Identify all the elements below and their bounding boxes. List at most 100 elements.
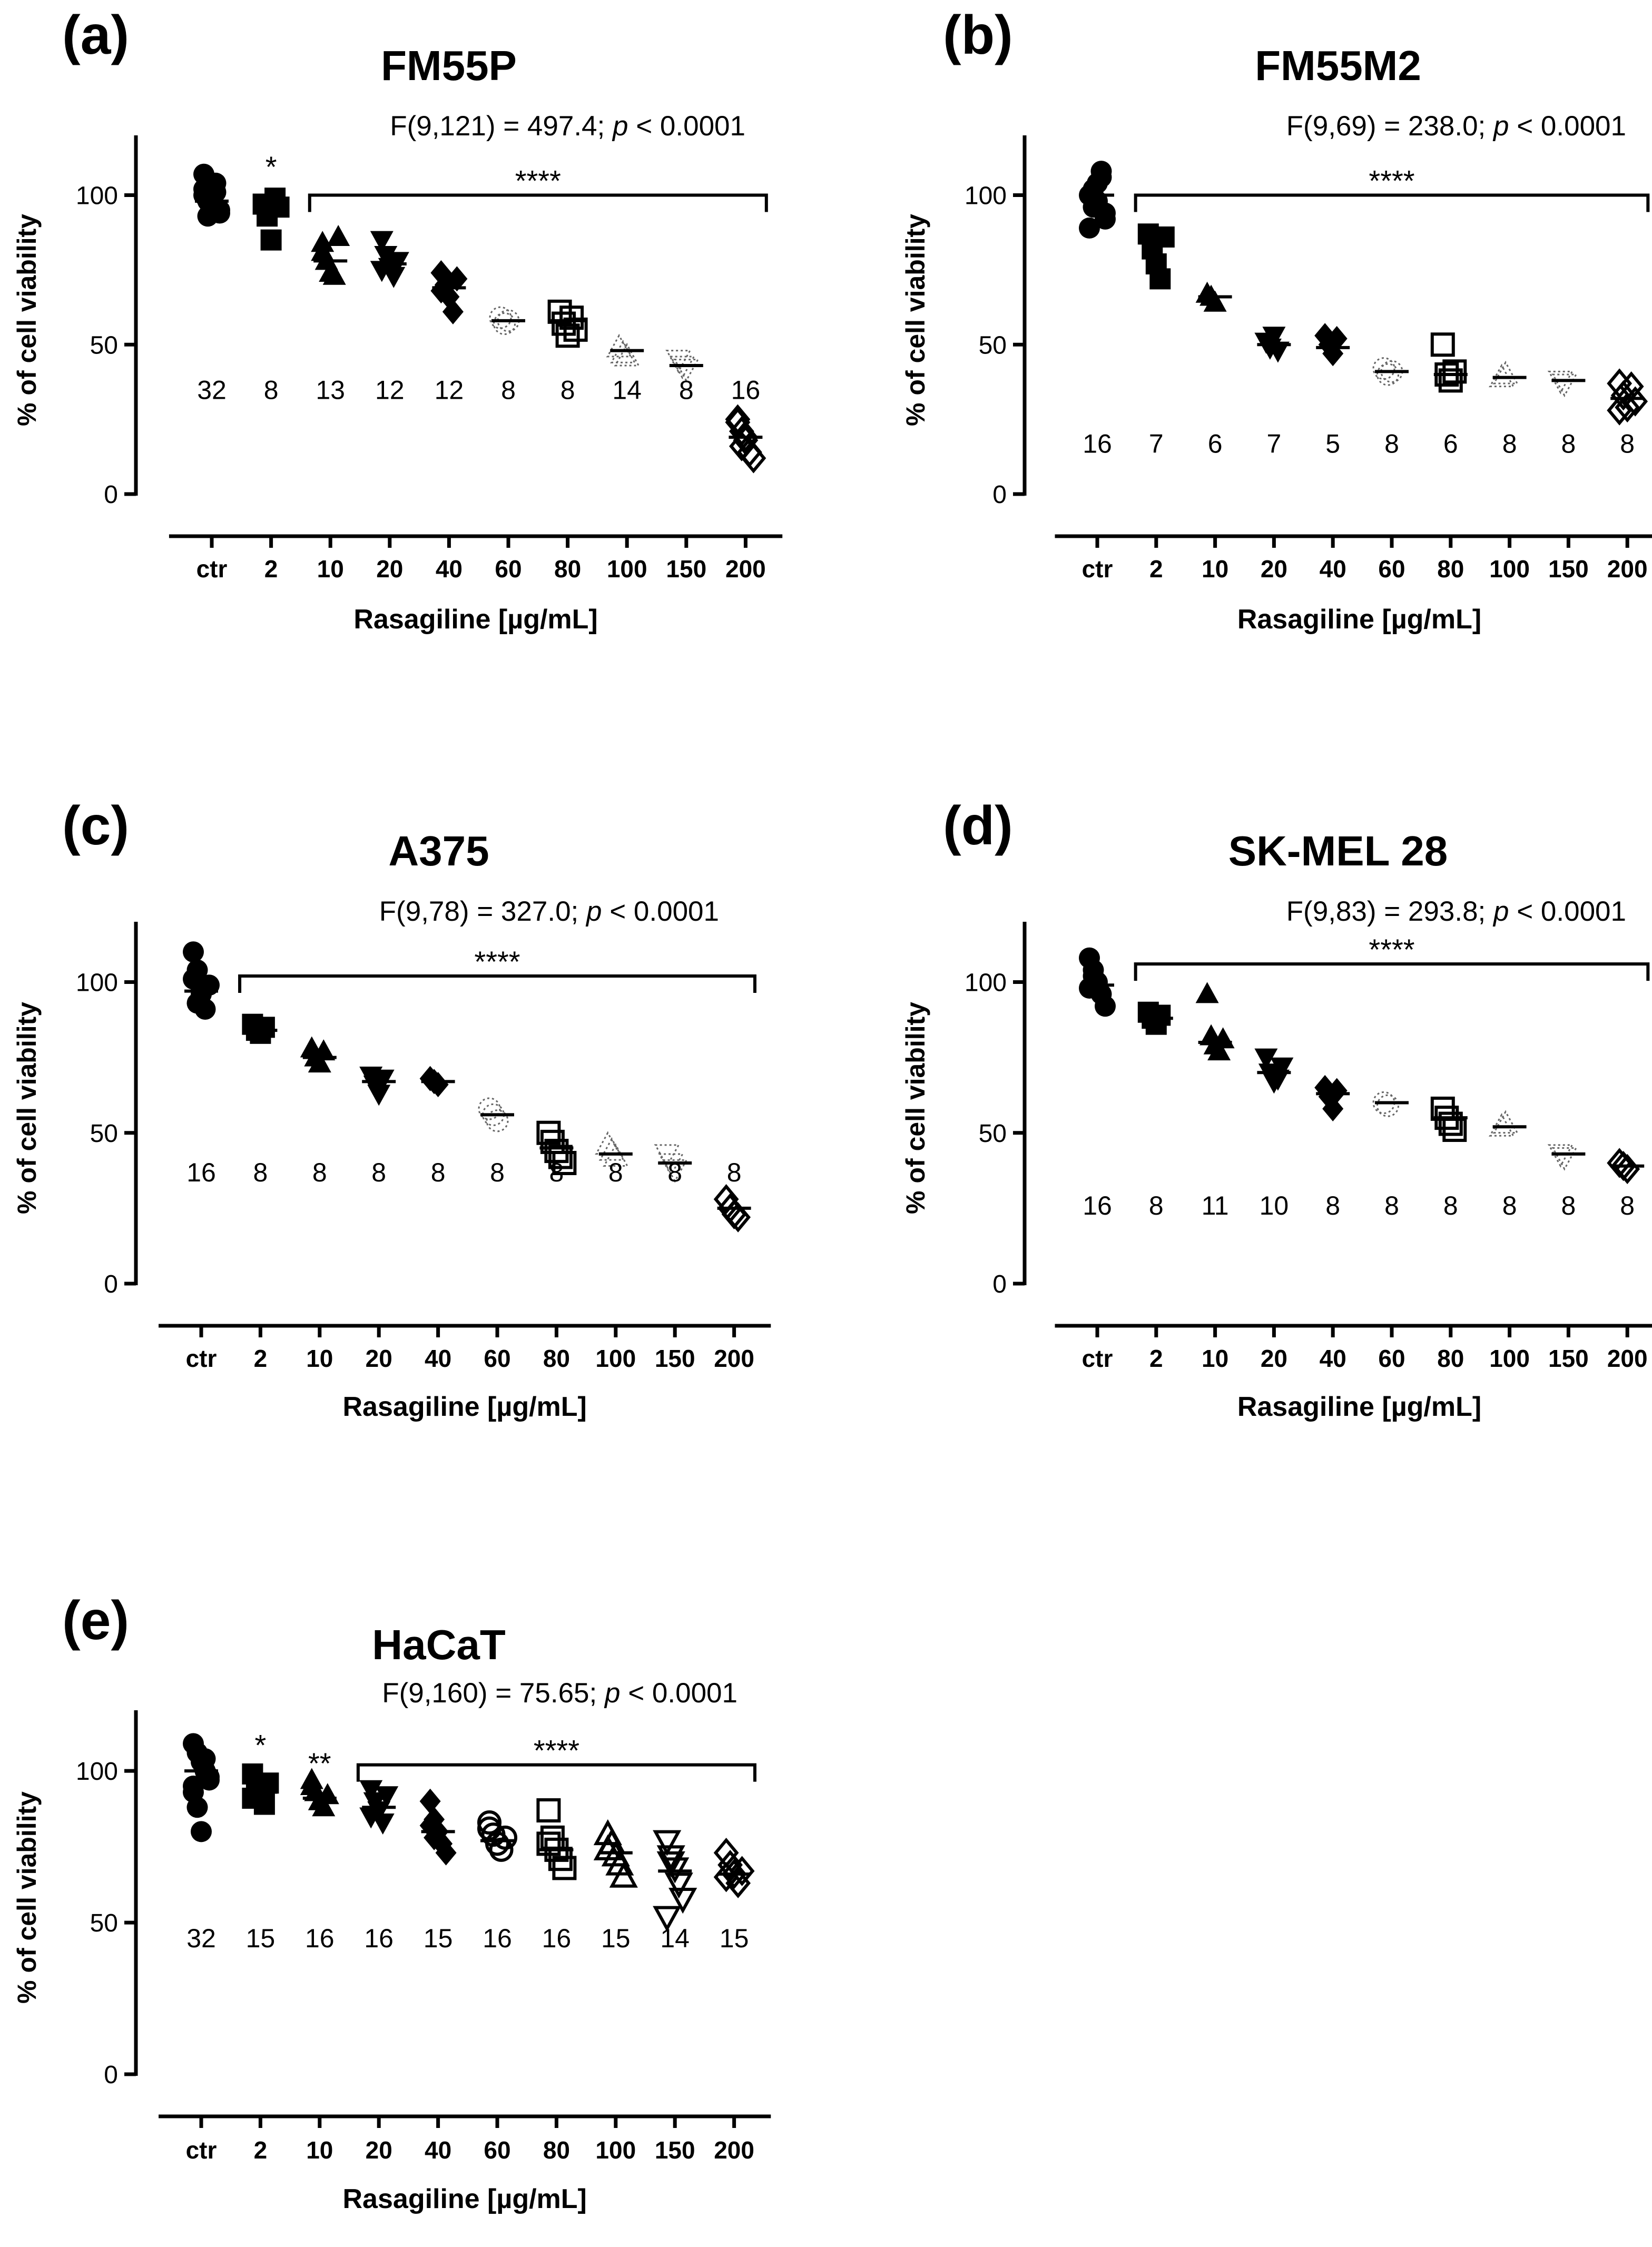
y-axis-label: % of cell viability (12, 1002, 42, 1214)
y-tick-label: 50 (979, 1120, 1007, 1148)
x-tick-label: 60 (495, 555, 522, 583)
y-tick-label: 0 (992, 1270, 1007, 1298)
series-40 (419, 1788, 457, 1866)
x-tick-label: 20 (366, 2136, 392, 2164)
data-point (430, 278, 452, 304)
n-label: 16 (731, 375, 761, 405)
n-label: 8 (501, 375, 516, 405)
n-label: 16 (305, 1924, 335, 1953)
data-point (446, 266, 468, 292)
panel-a: (a) FM55P F(9,121) = 497.4; p < 0.0001 0 50 1… (12, 5, 783, 635)
anova-statistic: F(9,69) = 238.0; p < 0.0001 (1286, 111, 1626, 142)
data-point (359, 1807, 383, 1829)
data-point (1376, 1094, 1399, 1117)
x-tick-label: 40 (425, 1345, 451, 1372)
panel-title: SK-MEL 28 (1228, 827, 1448, 874)
series-40 (430, 260, 468, 324)
panel-title: HaCaT (372, 1621, 506, 1668)
n-label: 5 (1325, 429, 1340, 459)
n-label: 8 (1561, 1191, 1576, 1220)
n-label: 13 (316, 375, 345, 405)
n-label: 8 (679, 375, 694, 405)
data-point (653, 1830, 682, 1856)
n-label: 16 (542, 1924, 572, 1953)
n-label: 8 (1384, 429, 1399, 459)
data-point (359, 1780, 383, 1801)
significance-mark: * (255, 1728, 267, 1761)
series-80 (1430, 332, 1468, 393)
n-label: 15 (424, 1924, 453, 1953)
significance-bracket (1134, 962, 1650, 981)
n-label: 14 (612, 375, 642, 405)
data-point (375, 1786, 399, 1808)
data-point (374, 246, 398, 267)
data-point (183, 941, 204, 963)
y-tick-label: 100 (965, 969, 1007, 997)
n-label: 16 (364, 1924, 394, 1953)
data-point (1610, 380, 1636, 411)
x-tick-label: 20 (1261, 1345, 1287, 1372)
series-150 (653, 1830, 697, 1932)
data-point (555, 323, 580, 348)
x-tick-label: 80 (1437, 555, 1464, 583)
x-tick-label: 200 (725, 555, 766, 583)
data-point (536, 1798, 561, 1823)
data-point (253, 1017, 275, 1038)
x-tick-label: 150 (655, 2136, 695, 2164)
series-2 (252, 188, 290, 251)
x-tick-label: 200 (714, 1345, 754, 1372)
stat-suffix: < 0.0001 (628, 111, 745, 142)
data-point (721, 1859, 747, 1889)
y-tick-label: 100 (76, 969, 118, 997)
bracket-label: **** (1369, 933, 1414, 966)
y-tick-label: 100 (965, 182, 1007, 210)
series-10 (300, 1036, 337, 1073)
x-axis-label: Rasagiline [µg/mL] (353, 604, 597, 635)
series-150 (1547, 1144, 1586, 1171)
data-point (1326, 326, 1348, 351)
series-150 (654, 1144, 692, 1183)
data-point (194, 1748, 216, 1770)
data-point (312, 1039, 336, 1061)
data-point (312, 1795, 336, 1817)
series-60 (489, 306, 525, 336)
series-80 (1430, 1096, 1468, 1142)
y-tick-label: 0 (104, 481, 118, 509)
stat-p: p (612, 111, 628, 142)
y-tick-label: 50 (90, 1909, 118, 1937)
significance-bracket (1134, 193, 1650, 212)
bracket-label: **** (1369, 164, 1414, 198)
anova-statistic: F(9,121) = 497.4; p < 0.0001 (390, 111, 745, 142)
series-ctr (1079, 947, 1116, 1017)
data-point (729, 431, 754, 461)
data-point (327, 224, 350, 246)
x-tick-label: 60 (484, 2136, 510, 2164)
n-label: 11 (1202, 1191, 1229, 1220)
data-point (1607, 395, 1633, 426)
data-point (478, 1097, 501, 1120)
stat-prefix: F(9,78) = 327.0; (379, 896, 586, 927)
n-label: 15 (601, 1924, 631, 1953)
y-tick-label: 50 (90, 1120, 118, 1148)
x-tick-label: 80 (543, 2136, 570, 2164)
x-tick-label: 100 (595, 1345, 636, 1372)
n-label: 8 (727, 1158, 742, 1187)
data-point (260, 229, 282, 251)
data-point (268, 196, 290, 218)
x-tick-label: ctr (186, 2136, 217, 2164)
series-ctr (193, 163, 230, 227)
panel-e: (e) HaCaT F(9,160) = 75.65; p < 0.0001 0 50 1… (12, 1590, 771, 2214)
significance-bracket (356, 1763, 756, 1782)
data-point (197, 205, 219, 227)
series-200 (713, 1837, 755, 1898)
panel-title: FM55M2 (1255, 42, 1421, 89)
x-tick-label: ctr (1082, 555, 1113, 583)
data-point (1376, 363, 1399, 386)
x-tick-label: 40 (1320, 1345, 1346, 1372)
x-tick-label: 20 (1261, 555, 1287, 583)
data-point (1430, 332, 1455, 357)
x-axis-label: Rasagiline [µg/mL] (343, 2184, 587, 2214)
data-point (1270, 1057, 1294, 1079)
stat-prefix: F(9,160) = 75.65; (382, 1678, 605, 1709)
